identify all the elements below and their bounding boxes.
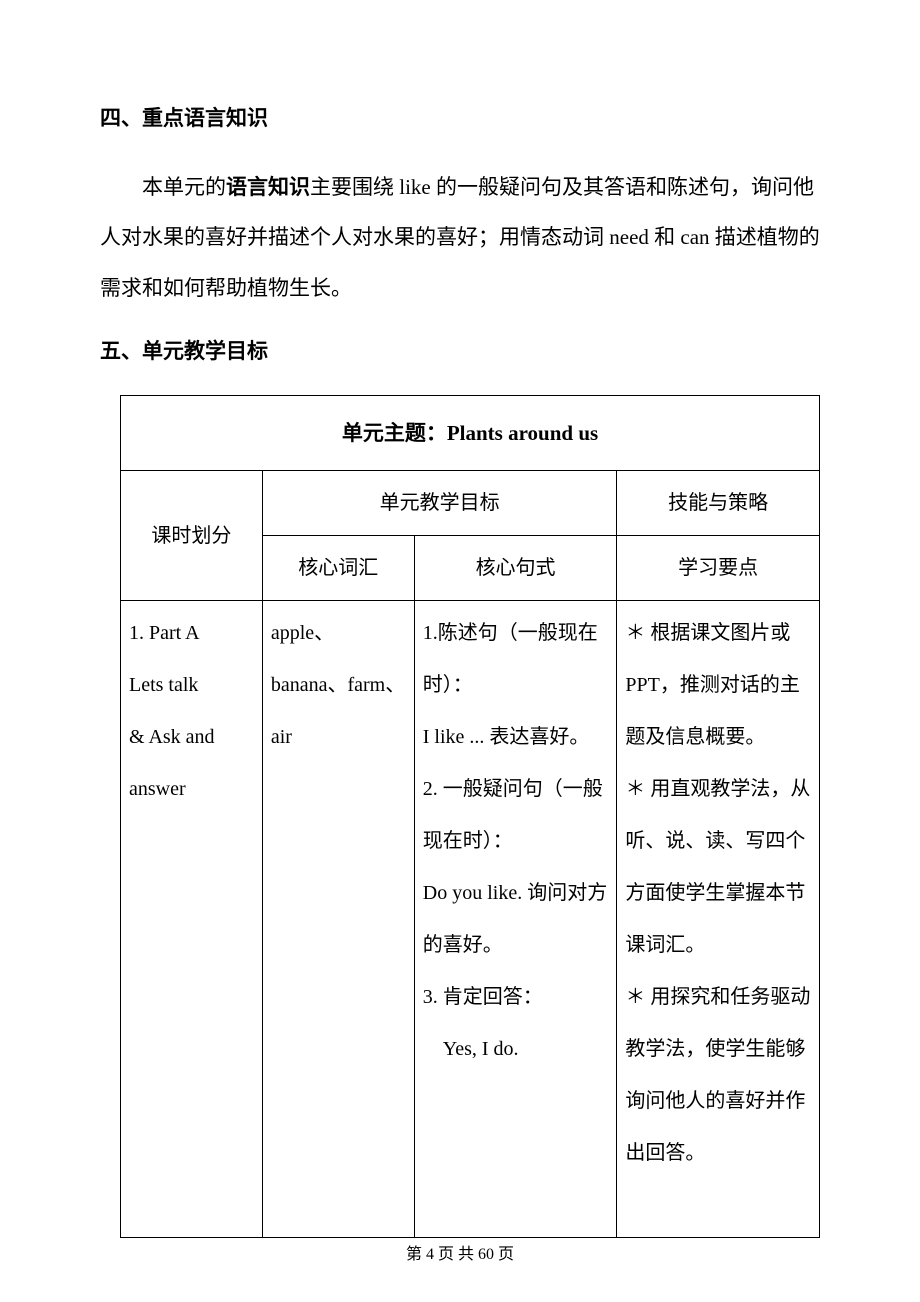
cell-sentence-text: 1.陈述句（一般现在时）：I like ... 表达喜好。2. 一般疑问句（一般… <box>423 607 609 1075</box>
section4-paragraph: 本单元的语言知识主要围绕 like 的一般疑问句及其答语和陈述句，询问他人对水果… <box>100 162 820 313</box>
table-title-row: 单元主题：Plants around us <box>121 395 820 471</box>
hdr-vocab: 核心词汇 <box>262 536 414 601</box>
table-title-cell: 单元主题：Plants around us <box>121 395 820 471</box>
para-pre: 本单元的 <box>142 175 226 199</box>
hdr-skills-top: 技能与策略 <box>617 471 820 536</box>
cell-vocab-text: apple、banana、farm、air <box>271 607 406 763</box>
cell-lesson: 1. Part ALets talk& Ask andanswer <box>121 601 263 1238</box>
hdr-lesson: 课时划分 <box>121 471 263 601</box>
table-header-row1: 课时划分 单元教学目标 技能与策略 <box>121 471 820 536</box>
section5-heading: 五、单元教学目标 <box>100 333 820 371</box>
section4-heading: 四、重点语言知识 <box>100 100 820 138</box>
table-row: 1. Part ALets talk& Ask andanswer apple、… <box>121 601 820 1238</box>
cell-skills-text: ＊ 根据课文图片或PPT，推测对话的主题及信息概要。＊ 用直观教学法，从听、说、… <box>625 607 811 1231</box>
objectives-table: 单元主题：Plants around us 课时划分 单元教学目标 技能与策略 … <box>120 395 820 1239</box>
cell-vocab: apple、banana、farm、air <box>262 601 414 1238</box>
cell-lesson-text: 1. Part ALets talk& Ask andanswer <box>129 607 254 815</box>
hdr-skills-bottom: 学习要点 <box>617 536 820 601</box>
hdr-sentence: 核心句式 <box>414 536 617 601</box>
page-footer: 第 4 页 共 60 页 <box>0 1240 920 1264</box>
cell-sentence: 1.陈述句（一般现在时）：I like ... 表达喜好。2. 一般疑问句（一般… <box>414 601 617 1238</box>
title-prefix: 单元主题： <box>342 421 447 445</box>
hdr-objectives-group: 单元教学目标 <box>262 471 617 536</box>
cell-skills: ＊ 根据课文图片或PPT，推测对话的主题及信息概要。＊ 用直观教学法，从听、说、… <box>617 601 820 1238</box>
title-main: Plants around us <box>447 421 598 445</box>
objectives-table-wrap: 单元主题：Plants around us 课时划分 单元教学目标 技能与策略 … <box>120 395 820 1239</box>
para-bold: 语言知识 <box>226 175 310 199</box>
